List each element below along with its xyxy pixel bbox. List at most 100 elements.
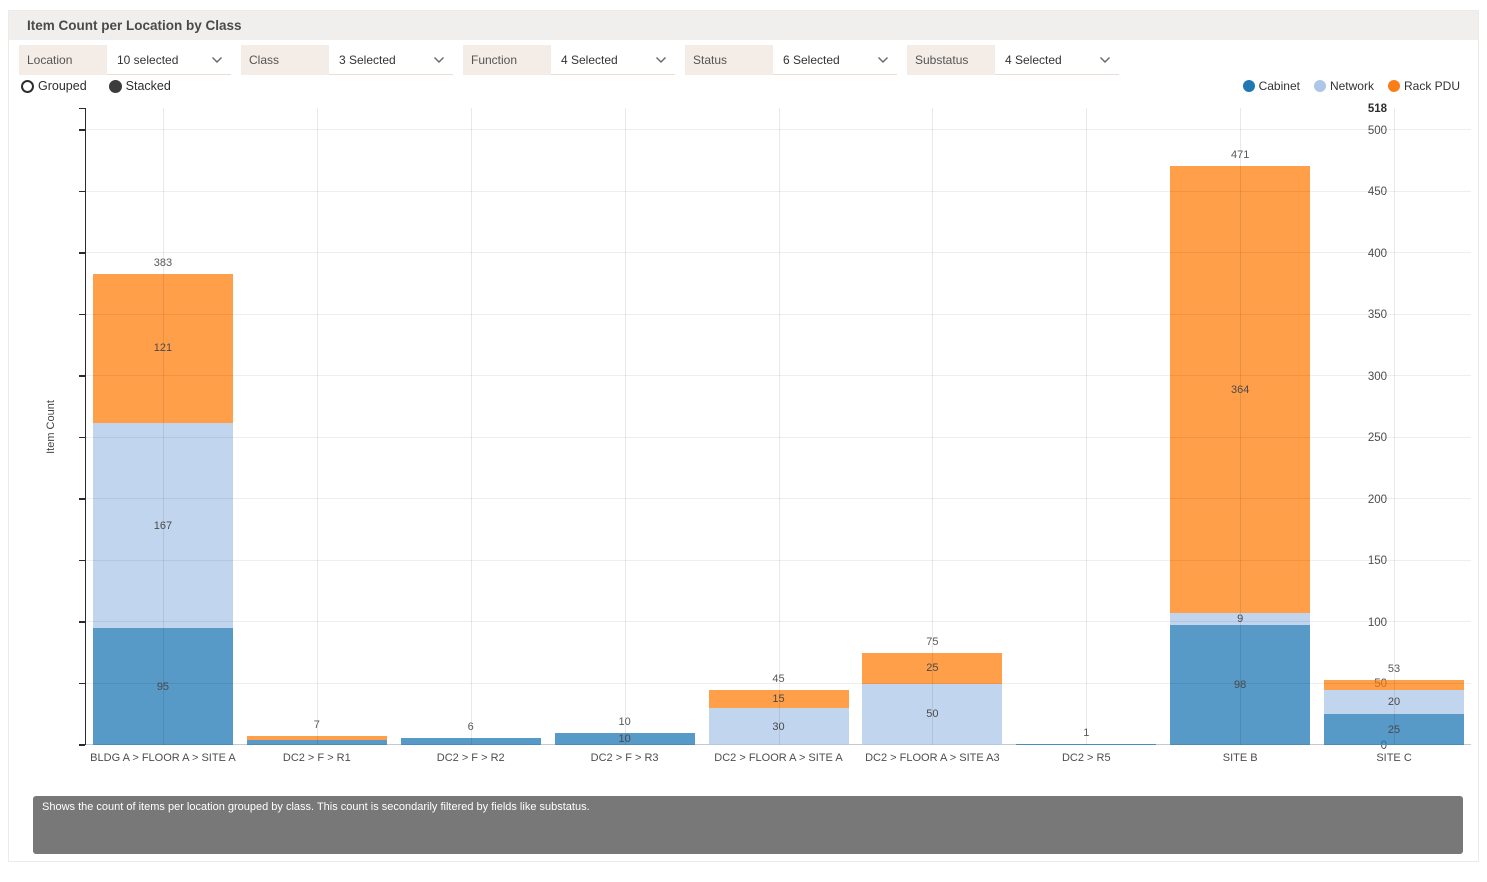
bar-segment-rack-pdu[interactable] [1324,679,1465,690]
bar-total-label: 75 [926,635,939,648]
horizontal-gridline [86,621,1471,623]
x-axis-category-label: DC2 > F > R1 [282,752,351,764]
bar-stack[interactable]: 30 15 [708,689,849,745]
filter-substatus: Substatus 4 Selected [907,45,1119,75]
bar-stack[interactable] [246,736,387,745]
bar-stack[interactable]: 95 167 121 [92,274,233,745]
segment-value-label: 121 [153,342,173,355]
filter-dropdown[interactable]: 4 Selected [551,45,675,75]
chevron-down-icon [433,56,445,64]
y-axis-tick-label: 250 [1367,432,1387,445]
segment-value-label: 364 [1230,383,1250,396]
bar-segment-cabinet[interactable]: 95 [92,628,233,745]
bar-segment-cabinet[interactable] [400,737,541,745]
y-axis-line [84,108,86,745]
x-axis-category-label: DC2 > R5 [1061,752,1111,764]
bar-stack[interactable]: 98 9 364 [1170,165,1311,745]
legend-item-cabinet[interactable]: Cabinet [1242,79,1300,93]
chart-widget-card: Item Count per Location by Class Locatio… [8,10,1479,862]
mode-option-grouped[interactable]: Grouped [21,79,87,93]
x-axis-category-label: SITE C [1376,752,1412,764]
bar-stack[interactable]: 10 [554,732,695,745]
chevron-down-icon [211,56,223,64]
bar-total-label: 383 [153,257,173,270]
bar-segment-cabinet[interactable]: 98 [1170,624,1311,745]
y-axis-tick-label: 0 [1380,739,1387,752]
vertical-gridline [1086,108,1088,745]
segment-value-label: 20 [1387,695,1401,708]
bar-segment-network[interactable]: 167 [92,422,233,629]
y-axis-tick-label: 100 [1367,616,1387,629]
segment-value-label: 167 [153,519,173,532]
bar-segment-cabinet[interactable]: 10 [554,732,695,745]
chart-legend: Cabinet Network Rack PDU [1242,79,1460,93]
bar-segment-rack-pdu[interactable] [246,736,387,741]
y-axis-tick [79,436,85,439]
vertical-gridline [932,108,934,745]
filter-label: Status [685,45,773,75]
filter-dropdown[interactable]: 4 Selected [995,45,1119,75]
y-axis-title: Item Count [44,399,57,454]
filter-selected-value: 4 Selected [561,52,618,67]
segment-value-label: 25 [926,662,939,675]
bar-segment-rack-pdu[interactable]: 15 [708,689,849,709]
horizontal-gridline [86,190,1471,192]
bar-segment-rack-pdu[interactable]: 25 [862,652,1003,684]
bar-segment-cabinet[interactable] [246,740,387,745]
bar-total-label: 6 [467,720,474,733]
bar-stack[interactable] [400,737,541,745]
chart-plot-area: Item Count 0 50 100 150 200 250 300 350 400 450 50… [45,103,1471,764]
horizontal-gridline [86,129,1471,131]
legend-label: Network [1329,79,1374,93]
bar-segment-network[interactable]: 50 [862,683,1003,745]
bar-total-label: 471 [1230,148,1250,161]
bar-segment-network[interactable]: 30 [708,708,849,745]
horizontal-gridline [86,682,1471,684]
bar-total-label: 53 [1387,662,1401,675]
y-axis-tick [79,744,85,746]
radio-unselected-icon [21,79,34,93]
mode-option-stacked[interactable]: Stacked [108,79,171,93]
y-axis-tick [79,107,85,109]
y-axis-tick-label: 450 [1367,186,1387,199]
bar-segment-rack-pdu[interactable]: 121 [92,274,233,423]
y-axis-tick-label: 150 [1367,555,1387,568]
filter-selected-value: 3 Selected [339,52,396,67]
radio-selected-icon [108,79,122,93]
filter-dropdown[interactable]: 6 Selected [773,45,897,75]
chart-mode-toggle: Grouped Stacked [21,79,171,93]
filter-selected-value: 10 selected [117,52,179,67]
horizontal-gridline [86,252,1471,254]
horizontal-gridline [86,436,1471,438]
mode-option-label: Stacked [125,79,171,93]
filter-location: Location 10 selected [19,45,231,75]
bar-segment-cabinet[interactable]: 25 [1324,714,1465,745]
vertical-gridline [316,108,318,745]
filter-dropdown[interactable]: 10 selected [107,45,231,75]
bar-segment-network[interactable]: 9 [1170,613,1311,625]
segment-value-label: 50 [926,708,939,721]
mode-option-label: Grouped [38,79,87,93]
y-axis-tick [79,313,85,316]
legend-item-network[interactable]: Network [1313,79,1374,93]
filter-status: Status 6 Selected [685,45,897,75]
segment-value-label: 25 [1387,723,1401,736]
vertical-gridline [470,108,472,745]
bar-segment-cabinet[interactable] [1016,743,1157,745]
bar-total-label: 7 [313,719,320,732]
vertical-gridline [1394,108,1396,745]
bar-stack[interactable] [1016,743,1157,745]
bar-segment-rack-pdu[interactable]: 364 [1170,165,1311,614]
bar-stack[interactable]: 25 20 [1324,679,1465,745]
filter-dropdown[interactable]: 3 Selected [329,45,453,75]
bar-segment-network[interactable]: 20 [1324,689,1465,715]
vertical-gridline [624,108,626,745]
legend-color-dot [1387,80,1400,92]
y-axis-tick-label: 350 [1367,309,1387,322]
chart-description: Shows the count of items per location gr… [33,796,1463,854]
legend-color-dot [1242,80,1255,92]
chevron-down-icon [877,56,889,64]
horizontal-gridline [86,313,1471,315]
bar-stack[interactable]: 50 25 [862,652,1003,745]
legend-item-rack-pdu[interactable]: Rack PDU [1387,79,1460,93]
